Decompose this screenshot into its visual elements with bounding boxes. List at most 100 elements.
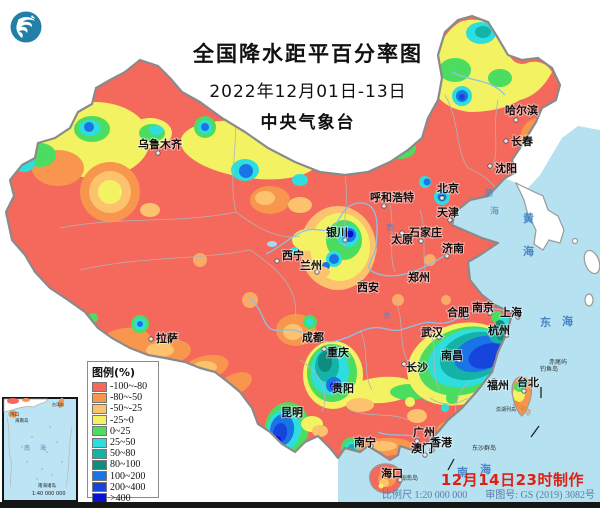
city-dot	[429, 447, 435, 453]
inset-label: 1:40 000 000	[32, 491, 66, 497]
legend-label: 25~50	[110, 437, 136, 449]
city-dot	[409, 270, 415, 276]
inset-taiwan	[58, 397, 64, 409]
city-dot	[463, 314, 469, 320]
city-label: 海口	[381, 466, 403, 480]
city-dot	[447, 217, 453, 223]
legend-item: 50~80	[92, 448, 158, 459]
city-label: 成都	[302, 330, 324, 344]
city-label: 重庆	[327, 345, 349, 359]
legend-item: 200~400	[92, 482, 158, 493]
legend: 图例(%) -100~-80 -80~-50 -50~-25 -25~0 0~25 25~…	[87, 361, 159, 504]
city-label: 济南	[442, 241, 464, 255]
city-label: 拉萨	[156, 331, 178, 345]
legend-swatch	[92, 459, 107, 470]
inset-label: 台湾岛	[52, 401, 64, 407]
map-label: 南	[457, 465, 468, 479]
city-label: 福州	[486, 378, 509, 392]
city-dot	[515, 314, 521, 320]
city-label: 沈阳	[495, 161, 517, 175]
legend-label: -25~0	[110, 414, 134, 426]
map-label: 东沙群岛	[472, 444, 496, 452]
map-label: 黄	[386, 222, 394, 232]
legend-item: 80~100	[92, 459, 158, 470]
legend-swatch	[92, 415, 107, 426]
legend-rows: -100~-80 -80~-50 -50~-25 -25~0 0~25 25~50 50~8…	[92, 381, 158, 504]
legend-label: 0~25	[110, 425, 131, 437]
city-label: 哈尔滨	[505, 103, 538, 117]
city-dot	[359, 280, 365, 286]
inset-label: 海南岛	[15, 417, 29, 424]
yellow-river	[265, 202, 451, 277]
city-dot	[296, 413, 302, 419]
production-timestamp: 12月14日23时制作	[440, 471, 584, 489]
legend-item: -50~-25	[92, 403, 158, 414]
city-label: 昆明	[281, 406, 303, 419]
logo-circle	[10, 11, 42, 43]
legend-item: -80~-50	[92, 392, 158, 403]
city-label: 郑州	[408, 270, 430, 284]
city-label: 石家庄	[408, 225, 442, 239]
legend-item: 100~200	[92, 471, 158, 482]
city-dot	[317, 338, 323, 344]
legend-swatch	[92, 392, 107, 403]
inset-anomaly	[22, 398, 30, 402]
city-dot	[401, 361, 407, 367]
city-label: 南昌	[441, 348, 463, 362]
yangtze-river	[249, 297, 512, 343]
city-label: 银川	[326, 225, 348, 239]
city-label: 乌鲁木齐	[138, 137, 183, 151]
city-label: 广州	[413, 425, 435, 439]
city-label: 贵阳	[332, 381, 354, 395]
map-scale-line: 比例尺 1:20 000 000 审图号: GS (2019) 3082号	[382, 486, 595, 501]
city-dot	[414, 438, 420, 444]
city-label: 太原	[390, 232, 413, 246]
foreign-land	[514, 181, 600, 307]
legend-label: 200~400	[110, 481, 146, 493]
legend-label: 80~100	[110, 459, 141, 471]
city-dot	[368, 443, 374, 449]
rivers	[249, 71, 512, 439]
map-label: 钓鱼岛	[540, 365, 558, 373]
cma-logo	[10, 11, 42, 43]
inset-coastline	[6, 416, 12, 488]
map-label: 海	[523, 244, 534, 258]
bottom-bar	[0, 502, 600, 508]
legend-label: 100~200	[110, 470, 146, 482]
legend-swatch	[92, 381, 107, 392]
japan-island	[584, 293, 594, 307]
city-dot	[314, 269, 320, 275]
city-label: 武汉	[421, 325, 444, 339]
city-label: 西安	[357, 280, 379, 294]
city-label: 西宁	[282, 248, 304, 262]
review-number: 审图号: GS (2019) 3082号	[485, 490, 595, 501]
city-label: 兰州	[300, 258, 322, 272]
logo-swirl	[16, 17, 35, 38]
pearl-river	[377, 431, 420, 439]
city-label: 长春	[511, 134, 534, 148]
legend-swatch	[92, 437, 107, 448]
map-label: 东	[540, 315, 551, 329]
legend-label: 50~80	[110, 448, 136, 460]
scale-text: 比例尺 1:20 000 000	[381, 490, 468, 501]
city-dot	[148, 336, 154, 342]
city-dot	[521, 388, 527, 394]
city-label: 南宁	[354, 435, 376, 449]
legend-swatch	[92, 471, 107, 482]
map-label: 海	[562, 314, 573, 328]
map-label: 海南岛	[400, 474, 418, 482]
hainan-island	[369, 463, 403, 494]
map-label: 长	[383, 310, 391, 320]
inset-anomaly	[7, 398, 19, 404]
map-label: 渤	[484, 187, 493, 199]
songhua-river	[451, 71, 506, 96]
legend-item: -25~0	[92, 415, 158, 426]
city-label: 杭州	[488, 323, 510, 337]
city-label: 呼和浩特	[370, 190, 414, 204]
city-dot	[487, 163, 493, 169]
city-dot	[503, 138, 509, 144]
